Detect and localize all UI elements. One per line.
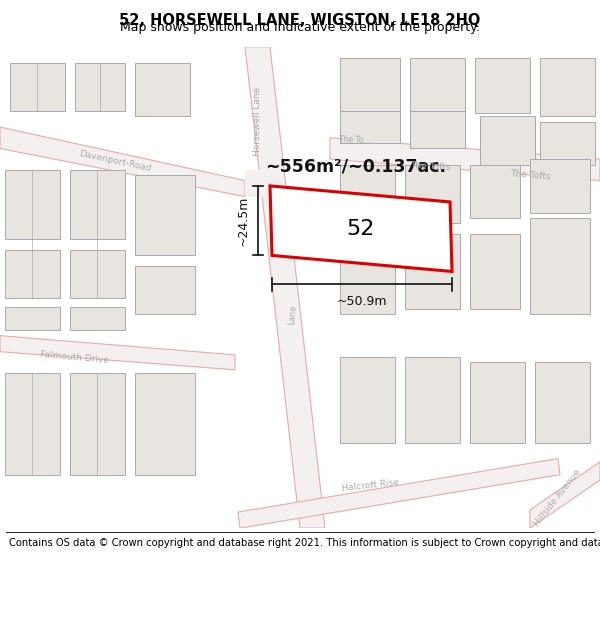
Text: ~556m²/~0.137ac.: ~556m²/~0.137ac. — [265, 158, 446, 175]
Text: Hillside Avenue: Hillside Avenue — [533, 468, 583, 529]
Bar — [405, 234, 460, 309]
Bar — [340, 357, 395, 442]
Bar — [135, 63, 190, 116]
Text: Falmouth Drive: Falmouth Drive — [40, 349, 110, 364]
Bar — [70, 250, 125, 298]
Text: ~24.5m: ~24.5m — [237, 196, 250, 246]
Text: Lane: Lane — [287, 304, 298, 325]
Bar — [340, 164, 395, 223]
Polygon shape — [238, 459, 560, 528]
Bar — [75, 63, 125, 111]
Polygon shape — [245, 170, 270, 197]
Bar — [540, 122, 595, 164]
Bar — [340, 111, 400, 143]
Text: The To...: The To... — [339, 135, 371, 145]
Text: 52, HORSEWELL LANE, WIGSTON, LE18 2HQ: 52, HORSEWELL LANE, WIGSTON, LE18 2HQ — [119, 13, 481, 28]
Text: Contains OS data © Crown copyright and database right 2021. This information is : Contains OS data © Crown copyright and d… — [9, 538, 600, 548]
Bar — [10, 63, 65, 111]
Bar — [135, 266, 195, 314]
Bar — [135, 373, 195, 474]
Bar — [470, 164, 520, 218]
Bar — [470, 234, 520, 309]
Bar — [530, 218, 590, 314]
Bar — [405, 357, 460, 442]
Bar — [340, 234, 395, 314]
Text: ~50.9m: ~50.9m — [337, 295, 387, 308]
Bar — [5, 373, 60, 474]
Bar — [480, 116, 535, 164]
Bar — [405, 164, 460, 223]
Text: The Tofts: The Tofts — [509, 169, 551, 181]
Bar — [70, 170, 125, 239]
Text: The Tofts: The Tofts — [410, 161, 451, 172]
Bar — [5, 250, 60, 298]
Bar — [410, 111, 465, 149]
Bar — [470, 362, 525, 442]
Polygon shape — [530, 462, 600, 528]
Polygon shape — [0, 127, 245, 197]
Bar — [475, 58, 530, 113]
Bar — [535, 362, 590, 442]
Text: Davenport-Road: Davenport-Road — [78, 149, 152, 173]
Polygon shape — [330, 138, 600, 181]
Bar — [5, 307, 60, 330]
Bar — [70, 307, 125, 330]
Polygon shape — [245, 47, 325, 528]
Bar — [70, 373, 125, 474]
Bar — [5, 170, 60, 239]
Bar — [530, 159, 590, 212]
Polygon shape — [270, 186, 452, 271]
Text: Halcroft Rise: Halcroft Rise — [341, 478, 399, 493]
Bar — [135, 175, 195, 256]
Text: Map shows position and indicative extent of the property.: Map shows position and indicative extent… — [120, 21, 480, 34]
Text: 52: 52 — [347, 219, 375, 239]
Bar — [340, 58, 400, 111]
Bar — [410, 58, 465, 111]
Text: Horsewell Lane: Horsewell Lane — [253, 87, 262, 156]
Bar — [540, 58, 595, 116]
Polygon shape — [0, 336, 235, 370]
